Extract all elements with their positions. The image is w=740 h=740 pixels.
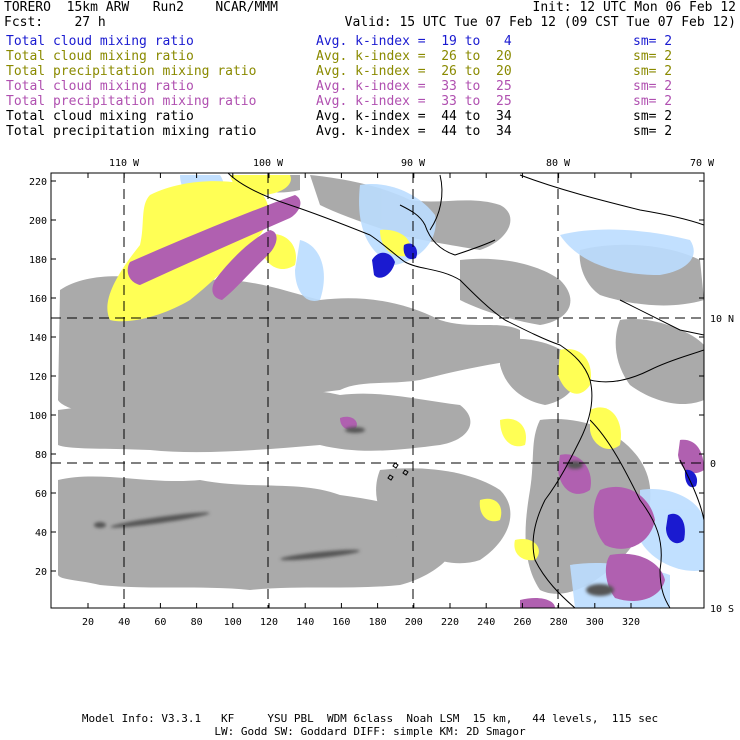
map-field-layer [58,175,704,608]
header-valid-time: Valid: 15 UTC Tue 07 Feb 12 (09 CST Tue … [344,15,736,30]
y-tick-label: 40 [35,528,47,539]
x-tick-label: 140 [296,617,314,628]
y-tick-label: 140 [29,333,47,344]
x-tick-label: 120 [260,617,278,628]
x-tick-label: 100 [224,617,242,628]
y-tick-label: 100 [29,411,47,422]
lon-label-90w: 90 W [401,158,426,169]
y-tick-label: 160 [29,294,47,305]
header-forecast-hour: Fcst: 27 h [4,15,106,30]
legend-smoothing: sm= 2 [633,94,673,109]
y-tick-label: 200 [29,216,47,227]
x-index-labels: 20 40 60 80 100 120 140 160 180 200 220 240 260 280 30… [82,617,640,628]
y-tick-label: 80 [35,450,47,461]
x-tick-label: 260 [513,617,531,628]
y-tick-label: 20 [35,567,47,578]
x-tick-label: 240 [477,617,495,628]
legend-field: Total cloud mixing ratio [6,109,194,124]
legend-smoothing: sm= 2 [633,64,673,79]
legend-field: Total cloud mixing ratio [6,49,194,64]
x-tick-label: 20 [82,617,94,628]
header-init-time: Init: 12 UTC Mon 06 Feb 12 [532,0,737,15]
x-tick-label: 180 [369,617,387,628]
footer-model-info: Model Info: V3.3.1 KF YSU PBL WDM 6class… [81,712,659,725]
legend-smoothing: sm= 2 [633,34,673,49]
x-tick-label: 220 [441,617,459,628]
legend-index-range: Avg. k-index = 33 to 25 [316,79,512,94]
lat-label-10s: 10 S [710,604,734,615]
axis-ticks [51,173,704,608]
lon-label-110w: 110 W [109,158,140,169]
legend-smoothing: sm= 2 [633,79,673,94]
legend-row: Total cloud mixing ratio Avg. k-index = 1… [0,35,740,50]
blue-shading [372,243,698,544]
legend-row: Total cloud mixing ratio Avg. k-index = 2… [0,50,740,65]
legend-field: Total cloud mixing ratio [6,79,194,94]
y-tick-label: 180 [29,255,47,266]
x-tick-label: 160 [332,617,350,628]
legend-smoothing: sm= 2 [633,49,673,64]
y-index-labels: 220 200 180 160 140 120 100 80 60 40 20 [29,177,47,578]
x-tick-label: 60 [154,617,166,628]
legend-field: Total cloud mixing ratio [6,34,194,49]
y-tick-label: 60 [35,489,47,500]
footer-physics-info: LW: Godd SW: Goddard DIFF: simple KM: 2D… [214,725,526,738]
legend-index-range: Avg. k-index = 19 to 4 [316,34,512,49]
x-tick-label: 320 [622,617,640,628]
x-tick-label: 40 [118,617,130,628]
lat-label-0: 0 [710,459,716,470]
legend-field: Total precipitation mixing ratio [6,64,257,79]
lon-label-80w: 80 W [546,158,571,169]
legend-smoothing: sm= 2 [633,124,673,139]
legend-index-range: Avg. k-index = 44 to 34 [316,109,512,124]
legend-row: Total precipitation mixing ratio Avg. k-i… [0,95,740,110]
y-tick-label: 120 [29,372,47,383]
coastlines [227,173,704,608]
x-tick-label: 80 [191,617,203,628]
legend-index-range: Avg. k-index = 26 to 20 [316,49,512,64]
header-title: TORERO 15km ARW Run2 NCAR/MMM [4,0,278,15]
legend-row: Total precipitation mixing ratio Avg. k-i… [0,125,740,140]
x-tick-label: 300 [586,617,604,628]
lon-label-100w: 100 W [253,158,284,169]
x-tick-label: 200 [405,617,423,628]
x-tick-label: 280 [550,617,568,628]
legend-index-range: Avg. k-index = 44 to 34 [316,124,512,139]
y-tick-label: 220 [29,177,47,188]
legend-row: Total precipitation mixing ratio Avg. k-i… [0,65,740,80]
lon-label-70w: 70 W [690,158,715,169]
purple-shading [127,195,704,608]
lat-label-10n: 10 N [710,314,734,325]
legend-field: Total precipitation mixing ratio [6,94,257,109]
lat-lon-grid [51,173,704,608]
gray-cloud-shading [58,175,704,594]
dark-cloud-streaks [94,427,614,596]
legend-row: Total cloud mixing ratio Avg. k-index = 4… [0,110,740,125]
legend-smoothing: sm= 2 [633,109,673,124]
legend-row: Total cloud mixing ratio Avg. k-index = 3… [0,80,740,95]
legend-field: Total precipitation mixing ratio [6,124,257,139]
legend-index-range: Avg. k-index = 26 to 20 [316,64,512,79]
legend-index-range: Avg. k-index = 33 to 25 [316,94,512,109]
